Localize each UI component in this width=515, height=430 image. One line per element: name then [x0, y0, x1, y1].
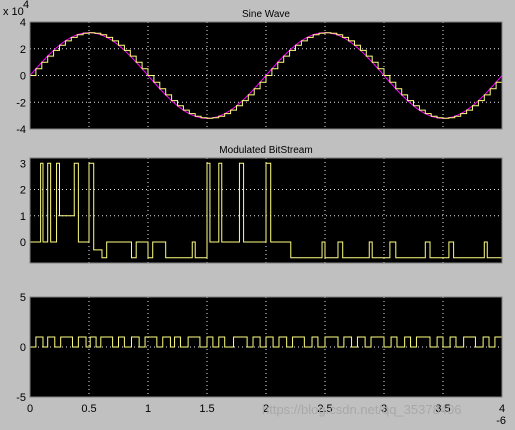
xtick-label-0: 0 [27, 403, 33, 415]
ytick-label-1-1: 1 [20, 211, 26, 223]
plot-frame-0 [29, 21, 503, 130]
y-exponent-base: x 10 [3, 6, 24, 18]
xtick-label-3: 1.5 [199, 403, 214, 415]
ytick-label-2-0: -5 [16, 392, 26, 404]
ytick-label-2-2: 5 [20, 292, 26, 304]
ytick-label-0-0: -4 [16, 124, 26, 136]
ytick-label-2-1: 0 [20, 342, 26, 354]
xtick-label-6: 3 [381, 403, 387, 415]
x-exponent: -6 [496, 415, 506, 427]
watermark-text: https://blog.csdn.net/qq_35378406 [262, 402, 462, 417]
xtick-label-1: 0.5 [81, 403, 96, 415]
xtick-label-7: 3.5 [435, 403, 450, 415]
xtick-label-2: 1 [145, 403, 151, 415]
series-line-2-0 [30, 336, 502, 348]
ytick-label-1-3: 3 [20, 158, 26, 170]
series-line-0-1 [30, 32, 502, 119]
plot-frame-2 [29, 296, 503, 398]
ytick-label-0-4: 4 [20, 17, 26, 29]
xtick-label-5: 2.5 [317, 403, 332, 415]
plot-frame-1 [29, 157, 503, 264]
ytick-label-1-2: 2 [20, 185, 26, 197]
ytick-label-0-3: 2 [20, 44, 26, 56]
ytick-label-1-0: 0 [20, 237, 26, 249]
ytick-label-0-1: -2 [16, 97, 26, 109]
xtick-label-8: 4 [499, 403, 505, 415]
xtick-label-4: 2 [263, 403, 269, 415]
plot-title-1: Modulated BitStream [219, 145, 312, 156]
series-line-1-0 [30, 162, 502, 259]
ytick-label-0-2: 0 [20, 71, 26, 83]
y-exponent-power: 4 [23, 0, 29, 11]
plot-title-0: Sine Wave [242, 9, 290, 20]
